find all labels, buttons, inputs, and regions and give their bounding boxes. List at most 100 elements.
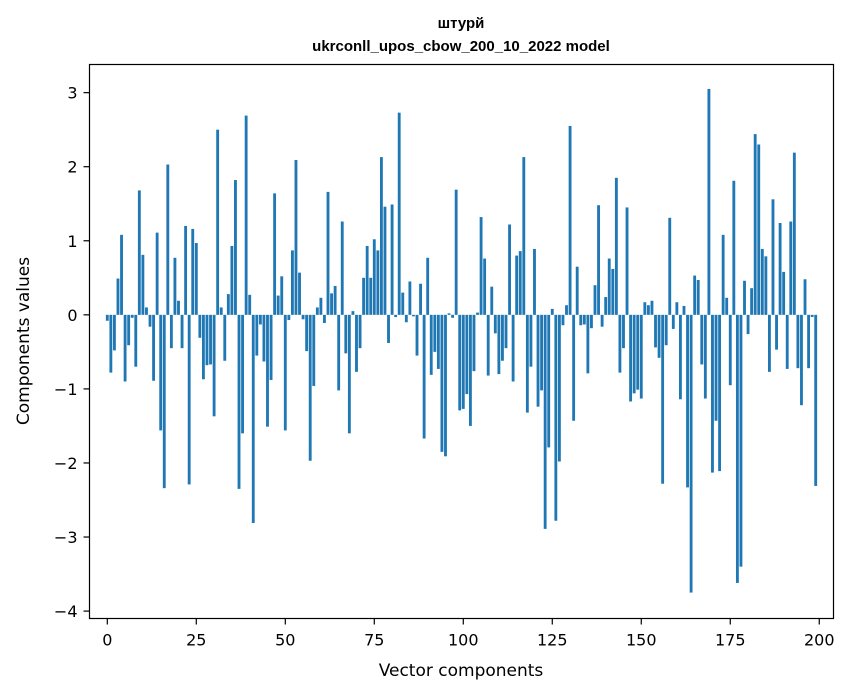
bar-65 xyxy=(337,314,341,391)
bar-45 xyxy=(266,314,269,427)
bar-178 xyxy=(739,314,743,567)
bar-53 xyxy=(294,160,298,315)
bar-161 xyxy=(679,314,682,400)
bar-22 xyxy=(184,225,188,315)
bar-78 xyxy=(383,206,387,315)
bar-195 xyxy=(800,314,803,406)
bar-23 xyxy=(187,314,191,485)
bar-138 xyxy=(597,205,600,315)
bar-103 xyxy=(472,314,476,372)
y-tick-label: 0 xyxy=(67,306,77,325)
bar-7 xyxy=(130,314,134,318)
bar-147 xyxy=(629,314,633,402)
bar-150 xyxy=(639,314,643,399)
bar-137 xyxy=(593,285,597,315)
bar-183 xyxy=(757,144,761,315)
bar-47 xyxy=(273,193,277,315)
bar-129 xyxy=(565,305,568,315)
bar-130 xyxy=(568,125,572,315)
x-tick-label: 25 xyxy=(186,631,206,650)
bar-154 xyxy=(654,314,657,348)
bar-9 xyxy=(137,190,141,315)
bar-184 xyxy=(760,248,764,315)
bar-187 xyxy=(771,199,775,315)
bar-11 xyxy=(145,307,148,315)
bar-1 xyxy=(109,314,113,373)
bar-170 xyxy=(711,314,714,473)
bar-3 xyxy=(116,278,120,315)
bar-166 xyxy=(696,280,700,315)
bar-51 xyxy=(287,314,291,321)
bar-37 xyxy=(237,314,241,489)
bar-98 xyxy=(454,189,458,315)
x-axis-label: Vector components xyxy=(379,661,544,681)
bar-93 xyxy=(436,314,440,369)
bar-117 xyxy=(522,157,526,315)
bar-4 xyxy=(120,234,123,315)
bar-32 xyxy=(219,307,223,315)
bar-145 xyxy=(622,314,625,349)
bar-192 xyxy=(789,221,793,315)
bar-49 xyxy=(280,276,284,315)
bar-104 xyxy=(476,312,479,315)
bar-110 xyxy=(497,314,501,375)
x-tick-label: 75 xyxy=(364,631,384,650)
bar-60 xyxy=(319,297,323,315)
bar-79 xyxy=(387,314,390,343)
x-tick-label: 100 xyxy=(448,631,479,650)
bar-126 xyxy=(554,314,558,521)
bar-199 xyxy=(814,314,818,486)
bar-135 xyxy=(586,314,590,374)
bar-179 xyxy=(743,280,746,315)
bar-115 xyxy=(515,255,519,315)
bar-165 xyxy=(693,275,697,315)
bar-64 xyxy=(333,285,337,315)
bar-76 xyxy=(376,250,380,315)
bar-196 xyxy=(803,279,807,315)
bar-95 xyxy=(444,314,447,457)
bar-111 xyxy=(501,314,504,361)
y-tick-label: −4 xyxy=(54,602,78,621)
bar-114 xyxy=(511,314,515,382)
bar-61 xyxy=(323,314,326,323)
bar-75 xyxy=(372,239,376,315)
bar-36 xyxy=(234,180,237,315)
bar-167 xyxy=(700,314,704,365)
bar-74 xyxy=(369,277,373,315)
bar-131 xyxy=(572,314,576,421)
bar-142 xyxy=(611,268,615,315)
bar-58 xyxy=(312,314,316,386)
bar-173 xyxy=(721,234,725,315)
bar-41 xyxy=(251,314,255,523)
bar-21 xyxy=(180,314,184,349)
y-tick-label: 3 xyxy=(67,84,77,103)
bar-198 xyxy=(810,314,814,318)
bar-84 xyxy=(404,314,408,323)
bar-73 xyxy=(365,245,369,315)
x-tick-label: 0 xyxy=(102,631,112,650)
x-tick-label: 150 xyxy=(626,631,657,650)
bar-90 xyxy=(426,257,430,315)
bar-175 xyxy=(728,314,732,386)
plot-frame xyxy=(88,63,835,620)
bar-94 xyxy=(440,314,444,452)
bar-151 xyxy=(643,302,647,315)
bar-8 xyxy=(134,314,138,367)
bar-30 xyxy=(212,314,216,417)
bars-group xyxy=(105,88,818,593)
y-tick-label: 1 xyxy=(67,232,77,251)
bar-33 xyxy=(223,314,227,361)
bar-152 xyxy=(646,305,650,315)
bar-62 xyxy=(326,191,330,315)
bar-88 xyxy=(419,283,422,315)
bar-24 xyxy=(191,228,195,315)
bar-141 xyxy=(607,258,611,315)
bar-16 xyxy=(162,314,166,489)
bar-91 xyxy=(429,314,433,375)
bar-176 xyxy=(732,180,736,315)
bar-13 xyxy=(152,314,155,381)
bar-197 xyxy=(807,314,811,369)
bar-82 xyxy=(397,112,401,315)
bar-164 xyxy=(689,314,693,593)
bar-48 xyxy=(276,295,280,315)
